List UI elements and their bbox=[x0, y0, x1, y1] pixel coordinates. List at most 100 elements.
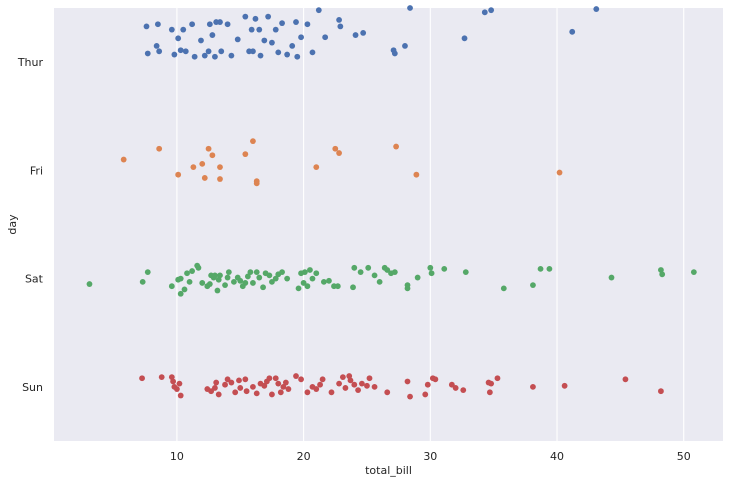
data-point bbox=[252, 15, 259, 22]
data-point bbox=[404, 378, 411, 385]
data-point bbox=[205, 48, 212, 55]
x-tick-label: 50 bbox=[677, 450, 691, 463]
data-point bbox=[280, 383, 287, 390]
data-point bbox=[304, 21, 311, 28]
data-point bbox=[222, 282, 228, 289]
data-point bbox=[250, 138, 256, 145]
data-point bbox=[284, 275, 291, 282]
data-point bbox=[407, 393, 413, 400]
data-point bbox=[158, 374, 165, 381]
data-point bbox=[294, 53, 301, 60]
data-point bbox=[198, 37, 204, 44]
data-point bbox=[391, 269, 398, 276]
data-point bbox=[156, 48, 163, 55]
data-point bbox=[307, 267, 313, 273]
data-point bbox=[228, 379, 235, 386]
x-tick-label: 10 bbox=[170, 450, 184, 463]
data-point bbox=[261, 382, 268, 389]
data-point bbox=[189, 21, 196, 28]
data-point bbox=[168, 26, 175, 33]
data-point bbox=[351, 381, 358, 388]
data-point bbox=[530, 383, 536, 390]
data-point bbox=[217, 176, 223, 182]
data-point bbox=[176, 380, 183, 387]
data-point bbox=[143, 23, 150, 30]
data-point bbox=[199, 280, 206, 286]
data-point bbox=[320, 278, 327, 285]
y-tick-label-thur: Thur bbox=[17, 56, 44, 69]
data-point bbox=[86, 281, 93, 287]
data-point bbox=[371, 383, 378, 390]
data-point bbox=[350, 284, 356, 291]
data-point bbox=[304, 389, 311, 396]
data-point bbox=[690, 269, 697, 276]
data-point bbox=[206, 21, 213, 28]
data-point bbox=[257, 52, 264, 59]
data-point bbox=[195, 264, 202, 271]
data-point bbox=[206, 281, 213, 287]
data-point bbox=[139, 278, 146, 285]
data-point bbox=[247, 269, 254, 276]
data-point bbox=[448, 381, 455, 388]
data-point bbox=[144, 269, 151, 276]
data-point bbox=[144, 50, 151, 57]
data-point bbox=[289, 42, 296, 49]
data-point bbox=[384, 389, 391, 396]
data-point bbox=[189, 268, 196, 274]
data-point bbox=[284, 51, 291, 58]
data-point bbox=[232, 389, 239, 396]
data-point bbox=[120, 156, 127, 163]
data-point bbox=[413, 171, 420, 178]
data-point bbox=[275, 380, 282, 387]
data-point bbox=[402, 42, 408, 49]
data-point bbox=[481, 9, 488, 16]
data-point bbox=[181, 286, 188, 293]
data-point bbox=[242, 151, 249, 158]
data-point bbox=[332, 145, 339, 152]
data-point bbox=[309, 275, 316, 282]
data-point bbox=[461, 35, 468, 42]
data-point bbox=[266, 272, 273, 279]
data-point bbox=[462, 269, 469, 276]
data-point bbox=[272, 275, 279, 282]
data-point bbox=[277, 389, 284, 396]
data-point bbox=[269, 39, 275, 46]
data-point bbox=[244, 273, 251, 280]
data-point bbox=[272, 26, 279, 33]
data-point bbox=[175, 35, 182, 42]
data-point bbox=[530, 282, 536, 289]
data-point bbox=[212, 53, 218, 60]
data-point bbox=[234, 36, 241, 43]
data-point bbox=[414, 274, 421, 281]
data-point bbox=[622, 376, 629, 383]
data-point bbox=[217, 272, 223, 279]
data-point bbox=[177, 275, 184, 282]
data-point bbox=[186, 278, 193, 285]
data-point bbox=[261, 37, 268, 44]
data-point bbox=[180, 26, 187, 33]
data-point bbox=[242, 13, 249, 20]
data-point bbox=[139, 375, 145, 382]
data-point bbox=[250, 280, 256, 286]
data-point bbox=[357, 269, 364, 276]
data-point bbox=[569, 28, 576, 35]
data-point bbox=[242, 280, 249, 286]
data-point bbox=[336, 380, 342, 387]
data-point bbox=[205, 145, 212, 152]
data-point bbox=[248, 26, 255, 33]
data-point bbox=[184, 270, 190, 277]
data-point bbox=[293, 373, 299, 379]
data-point bbox=[334, 283, 341, 290]
data-point bbox=[201, 175, 208, 181]
data-point bbox=[424, 381, 431, 388]
series-thur bbox=[143, 5, 600, 60]
data-point bbox=[269, 391, 275, 398]
data-point bbox=[537, 265, 544, 272]
y-tick-label-sat: Sat bbox=[25, 273, 44, 286]
data-point bbox=[177, 290, 184, 297]
data-point bbox=[175, 171, 182, 178]
data-point bbox=[213, 379, 220, 386]
data-point bbox=[313, 164, 320, 171]
data-point bbox=[253, 180, 260, 187]
